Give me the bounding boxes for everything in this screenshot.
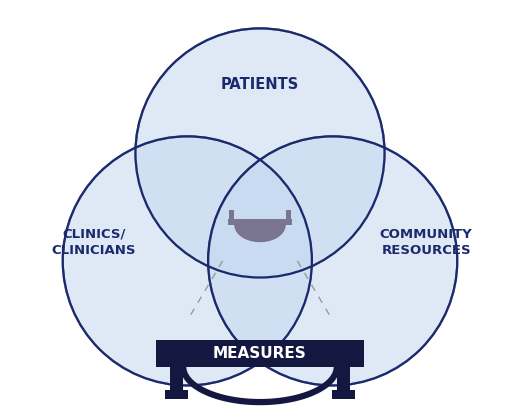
Bar [170,367,183,390]
Bar [337,367,350,390]
Circle shape [63,136,312,385]
Bar [332,390,355,399]
Circle shape [208,136,457,385]
Bar [228,219,292,225]
Text: MEASURES: MEASURES [213,346,307,361]
Text: COMMUNITY
RESOURCES: COMMUNITY RESOURCES [380,228,473,257]
Text: PATIENTS: PATIENTS [221,77,299,92]
Text: CLINICS/
CLINICIANS: CLINICS/ CLINICIANS [51,228,136,257]
Polygon shape [235,225,285,242]
Circle shape [135,28,385,278]
Bar [156,340,364,367]
Bar [229,211,233,219]
Bar [165,390,188,399]
Bar [287,211,291,219]
